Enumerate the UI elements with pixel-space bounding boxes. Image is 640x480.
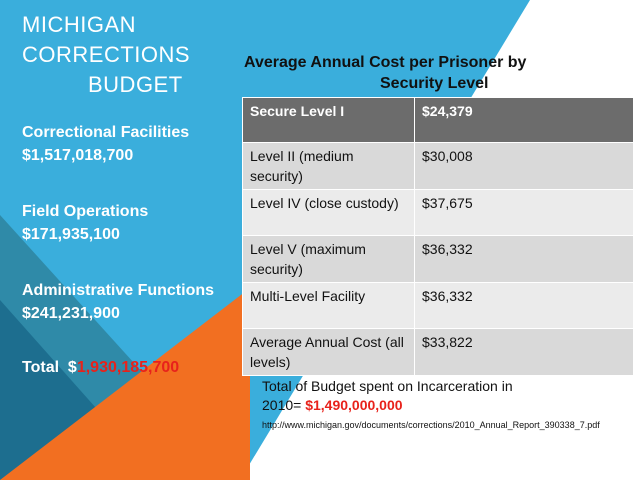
table-cell-level: Level V (maximum security) xyxy=(242,235,415,283)
title-line-3: BUDGET xyxy=(88,72,183,97)
incarceration-summary: Total of Budget spent on Incarceration i… xyxy=(262,377,612,415)
table-row: Level IV (close custody) $37,675 xyxy=(242,189,634,236)
budget-item-value: $171,935,100 xyxy=(22,226,120,243)
source-url: http://www.michigan.gov/documents/correc… xyxy=(262,420,600,430)
summary-year: 2010= xyxy=(262,397,302,413)
budget-correctional-facilities: Correctional Facilities $1,517,018,700 xyxy=(22,121,189,167)
table-row: Average Annual Cost (all levels) $33,822 xyxy=(242,328,634,376)
table-cell-cost: $36,332 xyxy=(414,235,634,283)
total-label: Total xyxy=(22,359,60,376)
table-cell-cost: $30,008 xyxy=(414,142,634,190)
table-row: Level II (medium security) $30,008 xyxy=(242,142,634,190)
table-row: Multi-Level Facility $36,332 xyxy=(242,282,634,329)
table-title-line-1: Average Annual Cost per Prisoner by xyxy=(244,54,527,71)
title-line-2: CORRECTIONS xyxy=(22,42,191,67)
budget-item-label: Field Operations xyxy=(22,203,149,220)
table-title: Average Annual Cost per Prisoner by Secu… xyxy=(244,52,584,94)
budget-field-operations: Field Operations $171,935,100 xyxy=(22,200,148,246)
table-cell-level: Average Annual Cost (all levels) xyxy=(242,328,415,376)
slide-title: MICHIGAN CORRECTIONS BUDGET xyxy=(22,10,190,100)
table-cell-level: Secure Level I xyxy=(242,97,415,143)
table-cell-level: Level II (medium security) xyxy=(242,142,415,190)
summary-amount: $1,490,000,000 xyxy=(305,397,403,413)
budget-total: Total $1,930,185,700 xyxy=(22,356,179,379)
table-row: Level V (maximum security) $36,332 xyxy=(242,235,634,283)
table-cell-level: Multi-Level Facility xyxy=(242,282,415,329)
bg-orange-shape xyxy=(0,288,250,480)
summary-text: Total of Budget spent on Incarceration i… xyxy=(262,378,513,394)
table-cell-cost: $24,379 xyxy=(414,97,634,143)
table-cell-cost: $33,822 xyxy=(414,328,634,376)
title-line-1: MICHIGAN xyxy=(22,12,136,37)
table-cell-cost: $36,332 xyxy=(414,282,634,329)
table-cell-cost: $37,675 xyxy=(414,189,634,236)
table-header-row: Secure Level I $24,379 xyxy=(242,97,634,143)
table-title-line-2: Security Level xyxy=(380,75,489,92)
budget-item-label: Correctional Facilities xyxy=(22,124,190,141)
total-currency: $ xyxy=(67,359,77,376)
budget-item-label: Administrative Functions xyxy=(22,282,215,299)
budget-item-value: $1,517,018,700 xyxy=(22,147,134,164)
total-amount: 1,930,185,700 xyxy=(76,359,180,376)
budget-item-value: $241,231,900 xyxy=(22,305,120,322)
budget-administrative-functions: Administrative Functions $241,231,900 xyxy=(22,279,214,325)
table-cell-level: Level IV (close custody) xyxy=(242,189,415,236)
cost-per-prisoner-table: Secure Level I $24,379 Level II (medium … xyxy=(242,97,634,376)
